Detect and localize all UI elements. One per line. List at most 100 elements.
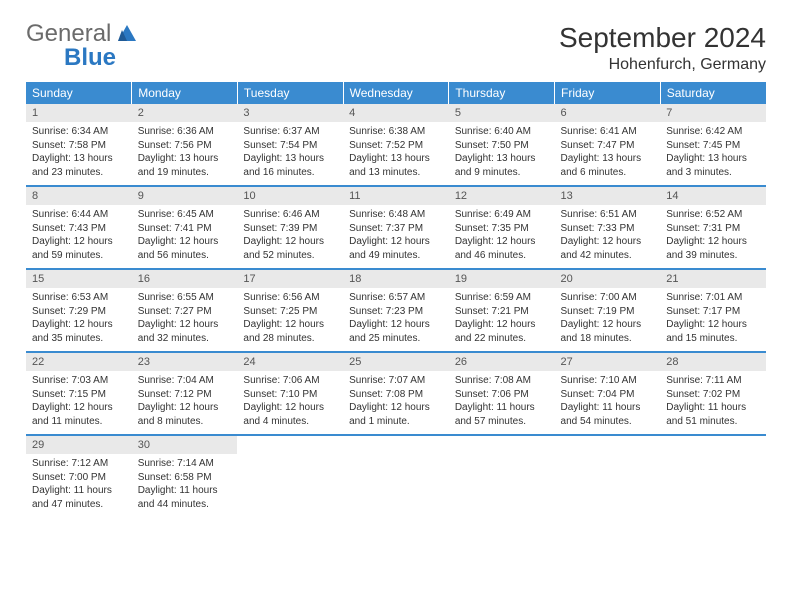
day-number: 22: [26, 353, 132, 371]
daylight-line: Daylight: 12 hours and 46 minutes.: [455, 235, 549, 262]
day-body: Sunrise: 7:01 AMSunset: 7:17 PMDaylight:…: [660, 288, 766, 351]
day-number: 12: [449, 187, 555, 205]
daylight-line: Daylight: 11 hours and 44 minutes.: [138, 484, 232, 511]
daylight-line: Daylight: 12 hours and 22 minutes.: [455, 318, 549, 345]
weekday-header: Wednesday: [343, 82, 449, 104]
calendar-day-cell: 15Sunrise: 6:53 AMSunset: 7:29 PMDayligh…: [26, 269, 132, 352]
calendar-day-cell: [660, 435, 766, 517]
sunrise-line: Sunrise: 6:37 AM: [243, 125, 337, 139]
sunset-line: Sunset: 7:15 PM: [32, 388, 126, 402]
day-number: 25: [343, 353, 449, 371]
sunset-line: Sunset: 7:35 PM: [455, 222, 549, 236]
sunrise-line: Sunrise: 6:55 AM: [138, 291, 232, 305]
day-body: Sunrise: 6:55 AMSunset: 7:27 PMDaylight:…: [132, 288, 238, 351]
day-number: 18: [343, 270, 449, 288]
day-body: Sunrise: 6:59 AMSunset: 7:21 PMDaylight:…: [449, 288, 555, 351]
day-body: Sunrise: 6:41 AMSunset: 7:47 PMDaylight:…: [555, 122, 661, 185]
daylight-line: Daylight: 12 hours and 15 minutes.: [666, 318, 760, 345]
calendar-week-row: 15Sunrise: 6:53 AMSunset: 7:29 PMDayligh…: [26, 269, 766, 352]
sunrise-line: Sunrise: 6:44 AM: [32, 208, 126, 222]
calendar-day-cell: 5Sunrise: 6:40 AMSunset: 7:50 PMDaylight…: [449, 104, 555, 186]
day-number: 1: [26, 104, 132, 122]
sunset-line: Sunset: 7:52 PM: [349, 139, 443, 153]
day-number: 28: [660, 353, 766, 371]
sunset-line: Sunset: 7:27 PM: [138, 305, 232, 319]
sunset-line: Sunset: 7:23 PM: [349, 305, 443, 319]
day-body: Sunrise: 6:52 AMSunset: 7:31 PMDaylight:…: [660, 205, 766, 268]
sunrise-line: Sunrise: 6:38 AM: [349, 125, 443, 139]
day-body: Sunrise: 6:40 AMSunset: 7:50 PMDaylight:…: [449, 122, 555, 185]
daylight-line: Daylight: 12 hours and 8 minutes.: [138, 401, 232, 428]
day-body: Sunrise: 7:11 AMSunset: 7:02 PMDaylight:…: [660, 371, 766, 434]
calendar-week-row: 8Sunrise: 6:44 AMSunset: 7:43 PMDaylight…: [26, 186, 766, 269]
day-body: Sunrise: 7:08 AMSunset: 7:06 PMDaylight:…: [449, 371, 555, 434]
daylight-line: Daylight: 11 hours and 54 minutes.: [561, 401, 655, 428]
sunset-line: Sunset: 7:45 PM: [666, 139, 760, 153]
sunrise-line: Sunrise: 6:53 AM: [32, 291, 126, 305]
day-number: 3: [237, 104, 343, 122]
daylight-line: Daylight: 12 hours and 56 minutes.: [138, 235, 232, 262]
logo-word2: Blue: [64, 44, 116, 71]
calendar-day-cell: 2Sunrise: 6:36 AMSunset: 7:56 PMDaylight…: [132, 104, 238, 186]
sunrise-line: Sunrise: 6:56 AM: [243, 291, 337, 305]
sunrise-line: Sunrise: 7:00 AM: [561, 291, 655, 305]
day-body: Sunrise: 6:53 AMSunset: 7:29 PMDaylight:…: [26, 288, 132, 351]
sunset-line: Sunset: 7:58 PM: [32, 139, 126, 153]
day-number: 21: [660, 270, 766, 288]
day-number: 11: [343, 187, 449, 205]
sunset-line: Sunset: 7:47 PM: [561, 139, 655, 153]
sunset-line: Sunset: 7:00 PM: [32, 471, 126, 485]
calendar-week-row: 1 Sunrise: 6:34 AMSunset: 7:58 PM Daylight…: [26, 104, 766, 186]
weekday-header: Sunday: [26, 82, 132, 104]
calendar-week-row: 22Sunrise: 7:03 AMSunset: 7:15 PMDayligh…: [26, 352, 766, 435]
calendar-day-cell: 26Sunrise: 7:08 AMSunset: 7:06 PMDayligh…: [449, 352, 555, 435]
day-number: 2: [132, 104, 238, 122]
daylight-line: Daylight: 13 hours and 9 minutes.: [455, 152, 549, 179]
sunset-line: Sunset: 7:37 PM: [349, 222, 443, 236]
sunset-line: Sunset: 7:31 PM: [666, 222, 760, 236]
day-body: Sunrise: 6:49 AMSunset: 7:35 PMDaylight:…: [449, 205, 555, 268]
sunrise-line: Sunrise: 7:11 AM: [666, 374, 760, 388]
day-number: 17: [237, 270, 343, 288]
calendar-day-cell: 23Sunrise: 7:04 AMSunset: 7:12 PMDayligh…: [132, 352, 238, 435]
day-body: Sunrise: 6:38 AMSunset: 7:52 PMDaylight:…: [343, 122, 449, 185]
sunset-line: Sunset: 7:10 PM: [243, 388, 337, 402]
sunset-line: Sunset: 7:19 PM: [561, 305, 655, 319]
day-number: 13: [555, 187, 661, 205]
day-number: 29: [26, 436, 132, 454]
calendar-table: Sunday Monday Tuesday Wednesday Thursday…: [26, 82, 766, 517]
calendar-day-cell: 22Sunrise: 7:03 AMSunset: 7:15 PMDayligh…: [26, 352, 132, 435]
sunrise-line: Sunrise: 6:34 AM: [32, 125, 126, 139]
calendar-day-cell: 4Sunrise: 6:38 AMSunset: 7:52 PMDaylight…: [343, 104, 449, 186]
sunrise-line: Sunrise: 6:45 AM: [138, 208, 232, 222]
calendar-day-cell: 14Sunrise: 6:52 AMSunset: 7:31 PMDayligh…: [660, 186, 766, 269]
month-title: September 2024: [559, 22, 766, 54]
sunrise-line: Sunrise: 7:12 AM: [32, 457, 126, 471]
sunrise-line: Sunrise: 6:40 AM: [455, 125, 549, 139]
sunrise-line: Sunrise: 6:59 AM: [455, 291, 549, 305]
calendar-day-cell: 16Sunrise: 6:55 AMSunset: 7:27 PMDayligh…: [132, 269, 238, 352]
location: Hohenfurch, Germany: [559, 56, 766, 74]
day-number: 19: [449, 270, 555, 288]
day-body: Sunrise: 7:00 AMSunset: 7:19 PMDaylight:…: [555, 288, 661, 351]
daylight-line: Daylight: 12 hours and 52 minutes.: [243, 235, 337, 262]
day-body: Sunrise: 6:37 AMSunset: 7:54 PMDaylight:…: [237, 122, 343, 185]
calendar-week-row: 29Sunrise: 7:12 AMSunset: 7:00 PMDayligh…: [26, 435, 766, 517]
daylight-line: Daylight: 12 hours and 59 minutes.: [32, 235, 126, 262]
sunset-line: Sunset: 7:56 PM: [138, 139, 232, 153]
daylight-line: Daylight: 13 hours and 3 minutes.: [666, 152, 760, 179]
sunrise-line: Sunrise: 6:42 AM: [666, 125, 760, 139]
daylight-line: Daylight: 13 hours and 19 minutes.: [138, 152, 232, 179]
weekday-header: Monday: [132, 82, 238, 104]
day-number: 8: [26, 187, 132, 205]
day-number: 9: [132, 187, 238, 205]
calendar-day-cell: [237, 435, 343, 517]
day-number: 27: [555, 353, 661, 371]
calendar-day-cell: 28Sunrise: 7:11 AMSunset: 7:02 PMDayligh…: [660, 352, 766, 435]
day-body: Sunrise: 7:10 AMSunset: 7:04 PMDaylight:…: [555, 371, 661, 434]
calendar-day-cell: 18Sunrise: 6:57 AMSunset: 7:23 PMDayligh…: [343, 269, 449, 352]
daylight-line: Daylight: 12 hours and 35 minutes.: [32, 318, 126, 345]
sunset-line: Sunset: 7:41 PM: [138, 222, 232, 236]
daylight-line: Daylight: 11 hours and 47 minutes.: [32, 484, 126, 511]
day-body: Sunrise: 6:46 AMSunset: 7:39 PMDaylight:…: [237, 205, 343, 268]
